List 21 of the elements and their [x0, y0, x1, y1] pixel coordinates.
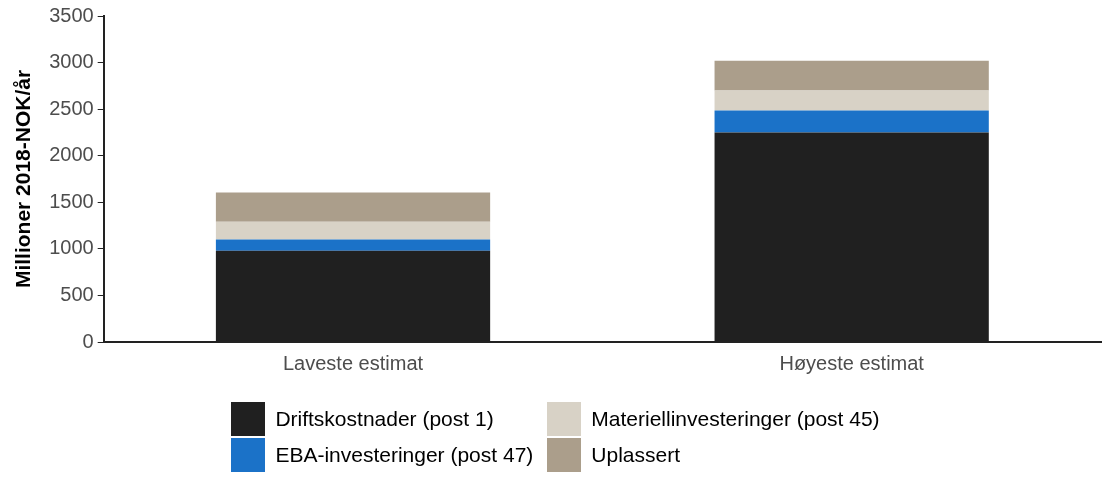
- x-tick-label: Laveste estimat: [282, 351, 424, 374]
- y-tick-label: 2000: [49, 143, 94, 166]
- y-tick-label: 500: [60, 282, 94, 305]
- y-tick-label: 1000: [49, 236, 94, 259]
- y-tick-label: 3000: [49, 50, 94, 73]
- y-tick-label: 2500: [49, 96, 94, 119]
- bar: [215, 192, 491, 222]
- y-tick-label: 3500: [49, 3, 94, 26]
- legend-label: Uplassert: [591, 443, 681, 467]
- legend-label: Driftskostnader (post 1): [275, 407, 494, 431]
- legend-label: Materiellinvesteringer (post 45): [591, 407, 880, 431]
- bar: [215, 221, 491, 240]
- bar: [714, 60, 989, 91]
- legend-label: EBA-investeringer (post 47): [275, 443, 534, 467]
- bar: [714, 110, 989, 133]
- y-axis-title: Millioner 2018-NOK/år: [11, 69, 35, 289]
- x-tick-label: Høyeste estimat: [779, 351, 925, 374]
- y-tick-label: 0: [82, 329, 94, 352]
- bar: [215, 239, 491, 251]
- bar: [714, 90, 989, 111]
- y-tick-label: 1500: [49, 189, 94, 212]
